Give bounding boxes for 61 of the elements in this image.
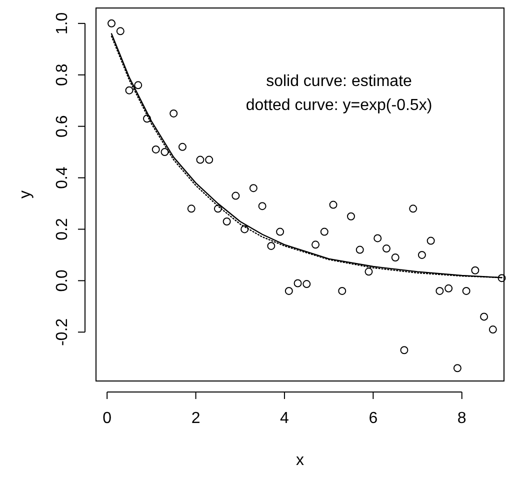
y-tick-label: 0.4 [54, 166, 71, 189]
point [471, 266, 480, 274]
x-tick-label: 4 [280, 410, 290, 427]
point [453, 364, 462, 372]
point [436, 286, 444, 295]
point [462, 286, 470, 295]
point [116, 27, 124, 36]
point [488, 326, 497, 334]
point [143, 114, 151, 123]
point [418, 250, 426, 259]
point [444, 284, 453, 292]
x-tick-label: 8 [457, 410, 466, 427]
point [356, 246, 364, 254]
point [329, 200, 338, 209]
y-tick-label: 0.6 [54, 115, 71, 138]
point [108, 19, 116, 28]
annotation: solid curve: estimate [266, 73, 412, 90]
point [498, 274, 506, 282]
point [134, 81, 142, 90]
x-tick-label: 6 [368, 410, 378, 427]
point [249, 184, 258, 192]
point [240, 225, 249, 234]
point [284, 286, 293, 295]
y-tick-label: 1.0 [54, 12, 71, 35]
point [170, 109, 178, 118]
point [276, 228, 284, 236]
point [347, 212, 355, 220]
point [160, 148, 169, 156]
annotation: dotted curve: y=exp(-0.5x) [246, 97, 432, 114]
y-tick-label: 0.0 [54, 269, 71, 292]
point [294, 279, 302, 288]
point [152, 145, 160, 154]
point [400, 346, 408, 354]
point [214, 204, 222, 213]
x-tick-label: 2 [191, 410, 200, 427]
point [258, 202, 266, 210]
point [187, 204, 196, 213]
y-tick-label: 0.2 [54, 218, 71, 240]
point [426, 236, 435, 245]
point [364, 268, 373, 276]
point [196, 156, 204, 164]
point [409, 204, 418, 213]
point [178, 142, 186, 151]
y-tick-label: 0.8 [54, 64, 71, 86]
y-axis-title: y [17, 190, 34, 198]
point [232, 192, 240, 200]
point [205, 156, 214, 164]
point [302, 280, 311, 288]
y-tick-label: -0.2 [54, 318, 71, 346]
point [391, 254, 400, 262]
point [267, 242, 276, 250]
x-axis-title: x [296, 452, 304, 469]
point [374, 234, 382, 242]
point [338, 286, 346, 295]
point [480, 312, 488, 321]
point [222, 218, 231, 226]
point [125, 86, 134, 94]
point [312, 240, 320, 249]
point [382, 244, 390, 253]
point [320, 228, 328, 236]
x-tick-label: 0 [102, 410, 112, 427]
